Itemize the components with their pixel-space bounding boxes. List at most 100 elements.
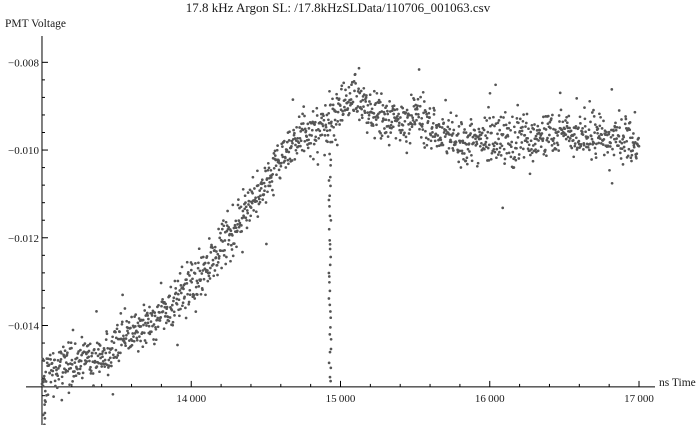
data-point <box>216 261 220 264</box>
data-points <box>40 66 641 425</box>
data-point <box>154 327 158 331</box>
data-point <box>335 143 339 147</box>
data-point <box>299 144 302 148</box>
data-point <box>324 104 327 107</box>
data-point <box>574 124 578 128</box>
data-point <box>530 151 534 155</box>
data-point <box>361 98 365 102</box>
data-point <box>271 188 274 192</box>
data-point <box>279 161 283 165</box>
data-point <box>245 226 249 230</box>
data-point <box>124 344 127 348</box>
data-point <box>383 112 387 116</box>
data-point <box>53 379 57 383</box>
data-point <box>277 159 281 163</box>
data-point <box>273 149 277 153</box>
data-point <box>245 218 248 222</box>
data-point <box>43 389 47 393</box>
data-point <box>236 223 239 226</box>
data-point <box>229 259 232 263</box>
data-point <box>241 187 245 191</box>
data-point <box>516 103 520 107</box>
data-point <box>324 125 328 129</box>
data-point <box>329 158 333 162</box>
data-point <box>281 145 284 148</box>
data-point <box>550 144 554 147</box>
data-point <box>59 358 63 361</box>
data-point <box>317 136 321 140</box>
data-point <box>194 262 197 265</box>
data-point <box>434 132 438 136</box>
data-point <box>615 125 619 129</box>
data-point <box>573 144 577 148</box>
data-point <box>107 364 111 368</box>
data-point <box>483 147 486 151</box>
data-point <box>241 250 244 254</box>
data-point <box>122 337 126 340</box>
data-point <box>312 142 316 146</box>
data-point <box>340 119 344 122</box>
data-point <box>284 156 287 160</box>
data-point <box>48 371 52 375</box>
data-point <box>181 301 185 305</box>
data-point <box>493 124 496 128</box>
data-point <box>532 127 536 131</box>
data-point <box>564 133 568 136</box>
data-point <box>292 133 296 137</box>
data-point <box>228 232 232 236</box>
data-point <box>269 176 273 179</box>
data-point <box>522 156 526 159</box>
data-point <box>145 311 149 315</box>
data-point <box>46 357 50 361</box>
data-point <box>360 113 364 117</box>
data-point <box>223 248 226 252</box>
data-point <box>505 151 509 155</box>
data-point <box>43 411 47 415</box>
data-point <box>130 343 134 347</box>
data-point <box>234 226 238 230</box>
data-point <box>125 319 129 323</box>
data-point <box>279 164 283 168</box>
data-point <box>275 148 279 152</box>
data-point <box>320 133 324 137</box>
data-point <box>328 152 331 156</box>
data-point <box>186 270 190 274</box>
data-point <box>255 199 259 203</box>
data-point <box>329 366 333 370</box>
data-point <box>487 159 491 162</box>
data-point <box>156 325 160 329</box>
data-point <box>118 330 121 334</box>
data-point <box>271 172 275 176</box>
data-point <box>469 132 472 135</box>
data-point <box>159 281 163 285</box>
data-point <box>561 120 565 124</box>
data-point <box>442 131 446 134</box>
data-point <box>41 378 44 382</box>
data-point <box>411 123 414 126</box>
data-point <box>133 325 137 328</box>
data-point <box>64 361 68 364</box>
data-point <box>329 310 332 313</box>
data-point <box>619 157 623 160</box>
data-point <box>574 136 578 140</box>
data-point <box>405 151 409 155</box>
data-point <box>163 305 167 309</box>
data-point <box>327 271 331 275</box>
data-point <box>290 144 293 148</box>
data-point <box>432 106 436 110</box>
data-point <box>222 254 226 257</box>
data-point <box>594 152 598 156</box>
data-point <box>185 260 189 264</box>
data-point <box>229 243 233 247</box>
data-point <box>367 113 371 117</box>
data-point <box>141 345 145 349</box>
data-point <box>153 314 157 318</box>
data-point <box>54 365 58 369</box>
data-point <box>262 181 266 185</box>
data-point <box>341 109 344 113</box>
data-point <box>229 229 233 233</box>
data-point <box>306 122 310 126</box>
data-point <box>564 119 567 122</box>
data-point <box>95 365 99 368</box>
data-point <box>348 91 352 95</box>
